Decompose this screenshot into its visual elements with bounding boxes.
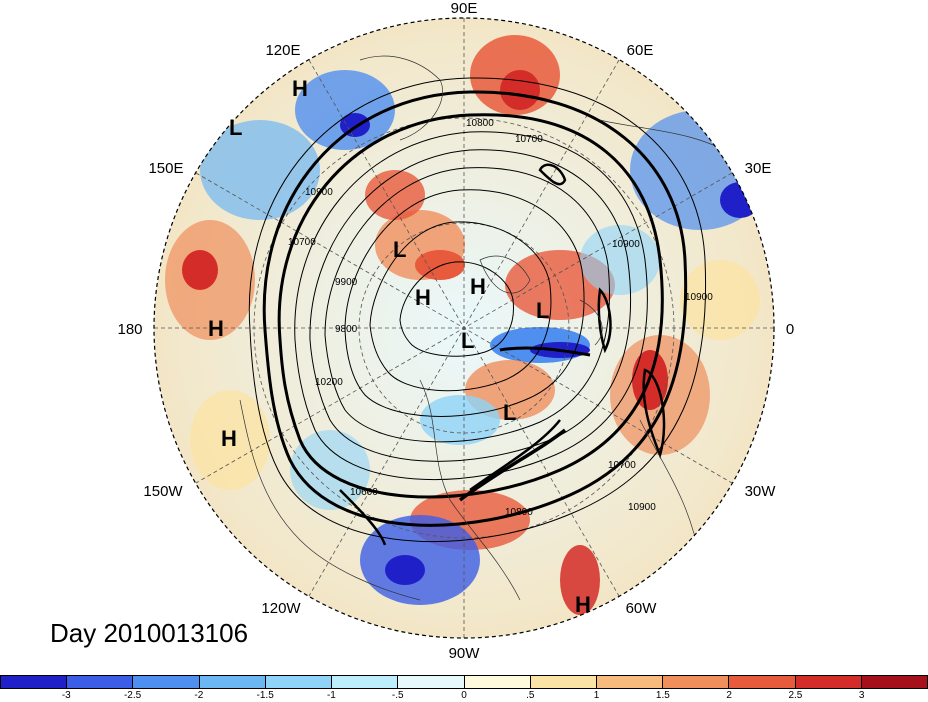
high-marker: H (292, 76, 308, 101)
coastlines (239, 55, 771, 601)
lon-label-60w: 60W (626, 600, 658, 617)
colorbar-tick-label: -3 (61, 690, 71, 701)
colorbar-swatch (596, 676, 664, 688)
height-contours (248, 77, 707, 546)
colorbar-swatch (265, 676, 333, 688)
colorbar-tick-label: -1.5 (256, 690, 274, 701)
colorbar-swatch (530, 676, 597, 688)
high-marker: H (208, 316, 224, 341)
colorbar-swatch (332, 676, 399, 688)
colorbar-tick-label: 2.5 (788, 690, 803, 701)
contour-label: 10600 (350, 487, 378, 498)
lon-label-90e: 90E (451, 0, 478, 17)
contour-label: 10900 (628, 502, 656, 513)
colorbar-swatch (663, 676, 730, 688)
colorbar-tick-label: 3 (858, 690, 865, 701)
colorbar-tick-label: 2 (726, 690, 732, 701)
colorbar-tick-label: 1.5 (655, 690, 670, 701)
contour-label: 10700 (608, 460, 636, 471)
high-marker: H (221, 426, 237, 451)
contour-label: 10200 (315, 377, 343, 388)
lon-label-150e: 150E (148, 160, 183, 177)
lon-label-90w: 90W (449, 645, 481, 662)
contour-label: 10900 (685, 292, 713, 303)
colorbar-tick-label: -2 (194, 690, 204, 701)
lon-label-30w: 30W (745, 483, 777, 500)
contour-label: 10900 (305, 187, 333, 198)
lon-label-60e: 60E (627, 42, 654, 59)
colorbar-tick-label: -2.5 (123, 690, 142, 701)
colorbar-ticks: -3 -2.5 -2 -1.5 -1 -.5 0 .5 1 1.5 2 2.5 3 (0, 690, 928, 702)
low-marker: L (393, 237, 406, 262)
contour-label: 10800 (505, 507, 533, 518)
contour-label: 9900 (335, 277, 358, 288)
graticule (154, 18, 774, 638)
low-marker: L (503, 400, 516, 425)
colorbar-swatch (199, 676, 266, 688)
contour-label: 10700 (288, 237, 316, 248)
high-marker: H (470, 274, 486, 299)
longitude-labels: 90E 120E 60E 150E 30E 180 0 150W 30W 120… (117, 0, 794, 662)
lon-label-150w: 150W (143, 483, 183, 500)
contour-labels: 10800 10700 10900 10700 9900 9800 10200 … (288, 118, 713, 518)
colorbar-swatch (398, 676, 465, 688)
lon-label-120w: 120W (261, 600, 301, 617)
colorbar (0, 675, 928, 689)
colorbar-tick-label: -1 (326, 690, 336, 701)
lon-label-0: 0 (786, 321, 794, 338)
high-marker: H (575, 592, 591, 617)
low-marker: L (229, 115, 242, 140)
contour-label: 10700 (515, 134, 543, 145)
contour-label: 10800 (466, 118, 494, 129)
polar-map: 10800 10700 10900 10700 9900 9800 10200 … (117, 0, 794, 662)
colorbar-tick-label: 1 (593, 690, 600, 701)
contour-label: 10900 (612, 239, 640, 250)
colorbar-swatch (729, 676, 796, 688)
map-title: Day 2010013106 (50, 618, 249, 648)
colorbar-swatch (861, 676, 928, 688)
colorbar-tick-label: 0 (461, 690, 467, 701)
colorbar-tick-label: -.5 (391, 690, 404, 701)
colorbar-swatch (67, 676, 134, 688)
low-marker: L (461, 328, 474, 353)
lon-label-180: 180 (117, 321, 142, 338)
lon-label-120e: 120E (265, 42, 300, 59)
colorbar-tick-label: .5 (526, 690, 535, 701)
contour-label: 9800 (335, 324, 358, 335)
lon-label-30e: 30E (745, 160, 772, 177)
high-marker: H (415, 285, 431, 310)
colorbar-swatch (1, 676, 68, 688)
low-marker: L (536, 298, 549, 323)
colorbar-swatch (464, 676, 531, 688)
pressure-centers: H L L H H L H L L H H (208, 76, 591, 617)
map-boundary (153, 17, 775, 639)
colorbar-swatch (795, 676, 862, 688)
colorbar-swatch (133, 676, 200, 688)
